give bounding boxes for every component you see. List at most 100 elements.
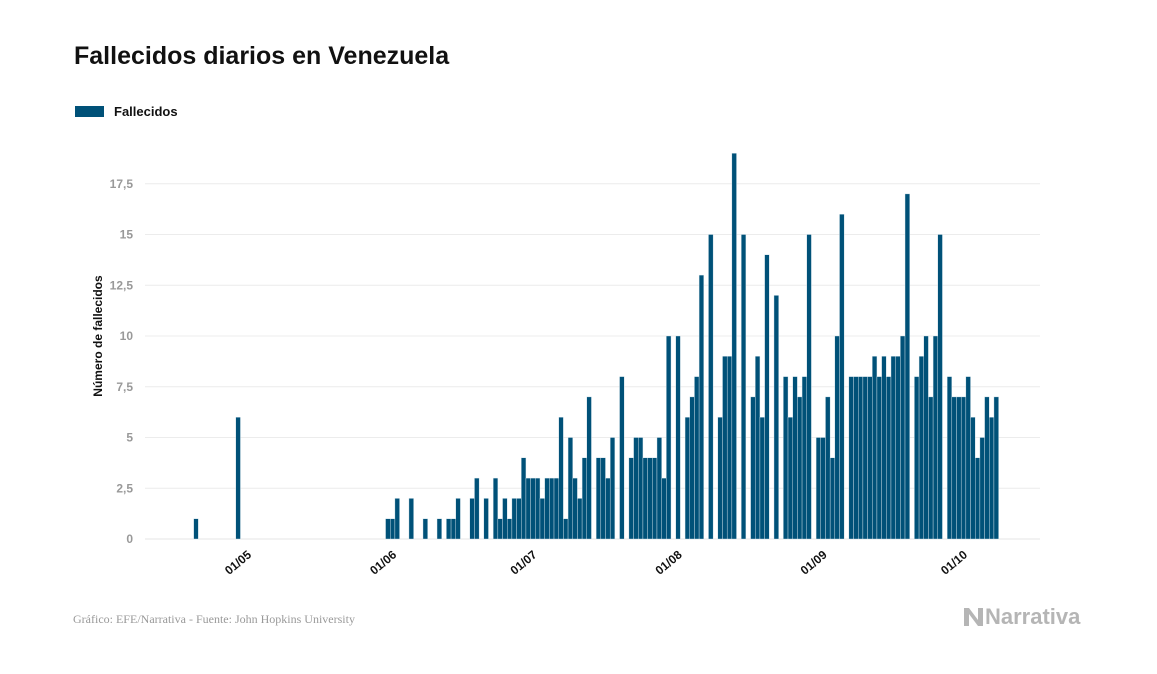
bar xyxy=(895,356,901,540)
bar xyxy=(876,376,882,540)
legend-label: Fallecidos xyxy=(114,104,178,119)
bar xyxy=(553,477,559,540)
bar xyxy=(993,396,999,540)
bar xyxy=(923,335,929,540)
source-note: Gráfico: EFE/Narrativa - Fuente: John Ho… xyxy=(73,612,355,626)
bar xyxy=(797,396,803,540)
bar xyxy=(801,376,807,540)
bar xyxy=(928,396,934,540)
bar xyxy=(867,376,873,540)
bar xyxy=(853,376,859,540)
x-tick-label: 01/10 xyxy=(938,547,970,577)
bar xyxy=(787,417,793,540)
bar xyxy=(600,457,606,540)
bar xyxy=(946,376,953,540)
bar xyxy=(717,417,723,540)
bar xyxy=(605,477,611,540)
bar xyxy=(544,477,550,540)
bar xyxy=(549,477,555,540)
y-tick-label: 5 xyxy=(126,431,133,445)
bar xyxy=(633,437,639,540)
bar xyxy=(507,518,513,540)
bar xyxy=(858,376,864,540)
bar xyxy=(193,518,199,540)
bar xyxy=(694,376,700,540)
logo-text: Narrativa xyxy=(985,604,1081,629)
bar xyxy=(689,396,695,540)
bar xyxy=(455,498,461,540)
bar xyxy=(422,518,428,540)
bar xyxy=(792,376,798,540)
bar xyxy=(829,457,836,540)
x-tick-label: 01/06 xyxy=(367,547,399,577)
x-tick-label: 01/09 xyxy=(798,547,830,577)
bar xyxy=(965,376,971,540)
bar xyxy=(474,477,480,540)
bar xyxy=(666,335,672,540)
x-tick-label: 01/07 xyxy=(508,547,540,577)
bar xyxy=(628,457,634,540)
bar xyxy=(834,335,840,540)
bar xyxy=(741,234,747,540)
y-tick-label: 15 xyxy=(120,228,134,242)
bar xyxy=(656,437,662,540)
bar xyxy=(675,335,681,540)
y-tick-label: 2,5 xyxy=(116,481,133,495)
bar xyxy=(521,457,527,540)
bar xyxy=(390,518,396,540)
bar xyxy=(956,396,962,540)
bar xyxy=(652,457,658,540)
bar xyxy=(815,437,821,540)
bar xyxy=(567,437,573,540)
bar xyxy=(446,518,452,540)
bar xyxy=(661,477,667,540)
bar xyxy=(886,376,892,540)
bar xyxy=(483,498,489,540)
bar xyxy=(904,193,910,540)
bar xyxy=(511,498,517,540)
bar xyxy=(773,295,779,540)
bar xyxy=(450,518,456,540)
legend-swatch xyxy=(75,106,104,117)
bar xyxy=(408,498,414,540)
bar xyxy=(698,274,704,540)
bar xyxy=(764,254,770,540)
x-tick-label: 01/05 xyxy=(222,547,254,577)
bar xyxy=(881,356,887,540)
bar xyxy=(970,417,976,540)
bar xyxy=(572,477,578,540)
bar xyxy=(385,518,391,540)
bar xyxy=(914,376,920,540)
bar xyxy=(825,396,831,540)
bar xyxy=(806,234,812,540)
bar xyxy=(581,457,587,540)
bar xyxy=(609,437,616,540)
bar xyxy=(638,437,644,540)
narrativa-logo: Narrativa xyxy=(963,604,1080,630)
bar xyxy=(595,457,602,540)
bar xyxy=(975,457,981,540)
bar xyxy=(539,498,545,540)
bar xyxy=(937,234,943,540)
bar xyxy=(726,356,733,540)
x-tick-label: 01/08 xyxy=(653,547,685,577)
y-tick-label: 12,5 xyxy=(110,278,134,292)
bar xyxy=(563,518,569,540)
legend: Fallecidos xyxy=(75,104,178,119)
narrativa-n-icon xyxy=(964,608,983,626)
bar xyxy=(872,356,878,540)
bar xyxy=(394,498,400,540)
bar xyxy=(862,376,868,540)
bar xyxy=(755,356,761,540)
bar xyxy=(932,335,938,540)
bar xyxy=(558,417,564,540)
bar xyxy=(502,498,508,540)
bar xyxy=(647,457,653,540)
bar xyxy=(642,457,648,540)
bar xyxy=(684,417,690,540)
bar xyxy=(497,518,503,540)
bar xyxy=(960,396,967,540)
bar xyxy=(492,477,499,540)
y-tick-label: 7,5 xyxy=(116,380,133,394)
bar xyxy=(235,417,241,540)
